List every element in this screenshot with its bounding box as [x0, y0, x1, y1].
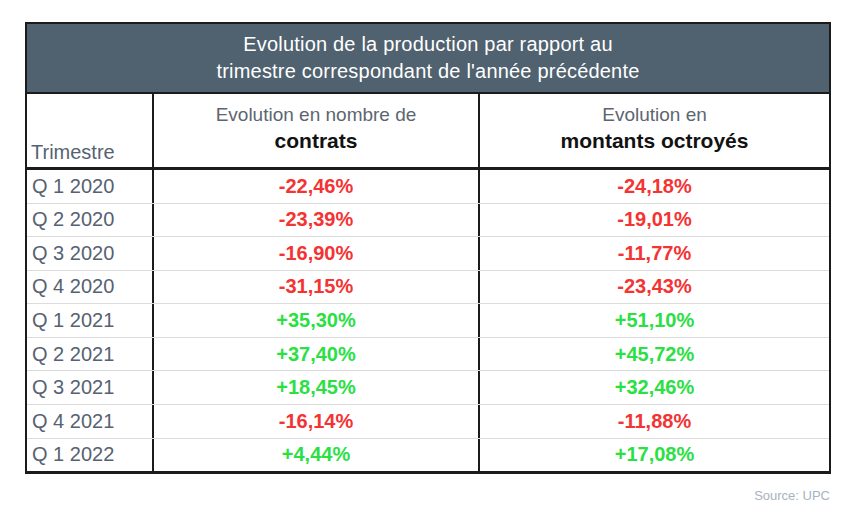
contracts-value: -16,90% — [154, 237, 480, 270]
amounts-value: -11,88% — [480, 405, 829, 438]
contracts-value: -22,46% — [154, 170, 480, 203]
quarter-label: Q 1 2022 — [27, 439, 154, 472]
source-credit: Source: UPC — [754, 488, 830, 503]
table-row: Q 4 2020 -31,15% -23,43% — [27, 271, 829, 305]
quarter-label: Q 4 2020 — [27, 271, 154, 304]
table-row: Q 2 2020 -23,39% -19,01% — [27, 204, 829, 238]
table-row: Q 4 2021 -16,14% -11,88% — [27, 405, 829, 439]
table-title-line1: Evolution de la production par rapport a… — [243, 31, 613, 58]
table-row: Q 1 2021 +35,30% +51,10% — [27, 304, 829, 338]
contracts-value: +4,44% — [154, 439, 480, 472]
quarter-label: Q 4 2021 — [27, 405, 154, 438]
column-header-contracts-sub: Evolution en nombre de — [216, 101, 417, 128]
column-header-amounts-sub: Evolution en — [602, 101, 707, 128]
table-row: Q 3 2021 +18,45% +32,46% — [27, 371, 829, 405]
table-row: Q 1 2022 +4,44% +17,08% — [27, 439, 829, 472]
contracts-value: +35,30% — [154, 304, 480, 337]
amounts-value: -23,43% — [480, 271, 829, 304]
table-header-row: Trimestre Evolution en nombre de contrat… — [27, 94, 829, 170]
quarter-label: Q 2 2021 — [27, 338, 154, 371]
column-header-contracts: Evolution en nombre de contrats — [154, 94, 480, 167]
quarter-label: Q 3 2021 — [27, 371, 154, 404]
amounts-value: +45,72% — [480, 338, 829, 371]
amounts-value: +32,46% — [480, 371, 829, 404]
amounts-value: +17,08% — [480, 439, 829, 472]
screenshot-canvas: Evolution de la production par rapport a… — [0, 0, 843, 528]
amounts-value: +51,10% — [480, 304, 829, 337]
column-header-amounts: Evolution en montants octroyés — [480, 94, 829, 167]
quarter-label: Q 2 2020 — [27, 204, 154, 237]
table-row: Q 3 2020 -16,90% -11,77% — [27, 237, 829, 271]
contracts-value: -31,15% — [154, 271, 480, 304]
column-header-trimestre: Trimestre — [27, 94, 154, 167]
table-title: Evolution de la production par rapport a… — [27, 24, 829, 94]
table-body: Q 1 2020 -22,46% -24,18% Q 2 2020 -23,39… — [27, 170, 829, 471]
amounts-value: -24,18% — [480, 170, 829, 203]
evolution-table: Evolution de la production par rapport a… — [25, 22, 831, 474]
column-header-contracts-main: contrats — [275, 128, 358, 154]
quarter-label: Q 1 2020 — [27, 170, 154, 203]
table-title-line2: trimestre correspondant de l'année précé… — [216, 58, 639, 85]
contracts-value: -16,14% — [154, 405, 480, 438]
contracts-value: -23,39% — [154, 204, 480, 237]
amounts-value: -19,01% — [480, 204, 829, 237]
amounts-value: -11,77% — [480, 237, 829, 270]
quarter-label: Q 3 2020 — [27, 237, 154, 270]
contracts-value: +18,45% — [154, 371, 480, 404]
table-row: Q 2 2021 +37,40% +45,72% — [27, 338, 829, 372]
column-header-amounts-main: montants octroyés — [561, 128, 749, 154]
contracts-value: +37,40% — [154, 338, 480, 371]
quarter-label: Q 1 2021 — [27, 304, 154, 337]
table-row: Q 1 2020 -22,46% -24,18% — [27, 170, 829, 204]
